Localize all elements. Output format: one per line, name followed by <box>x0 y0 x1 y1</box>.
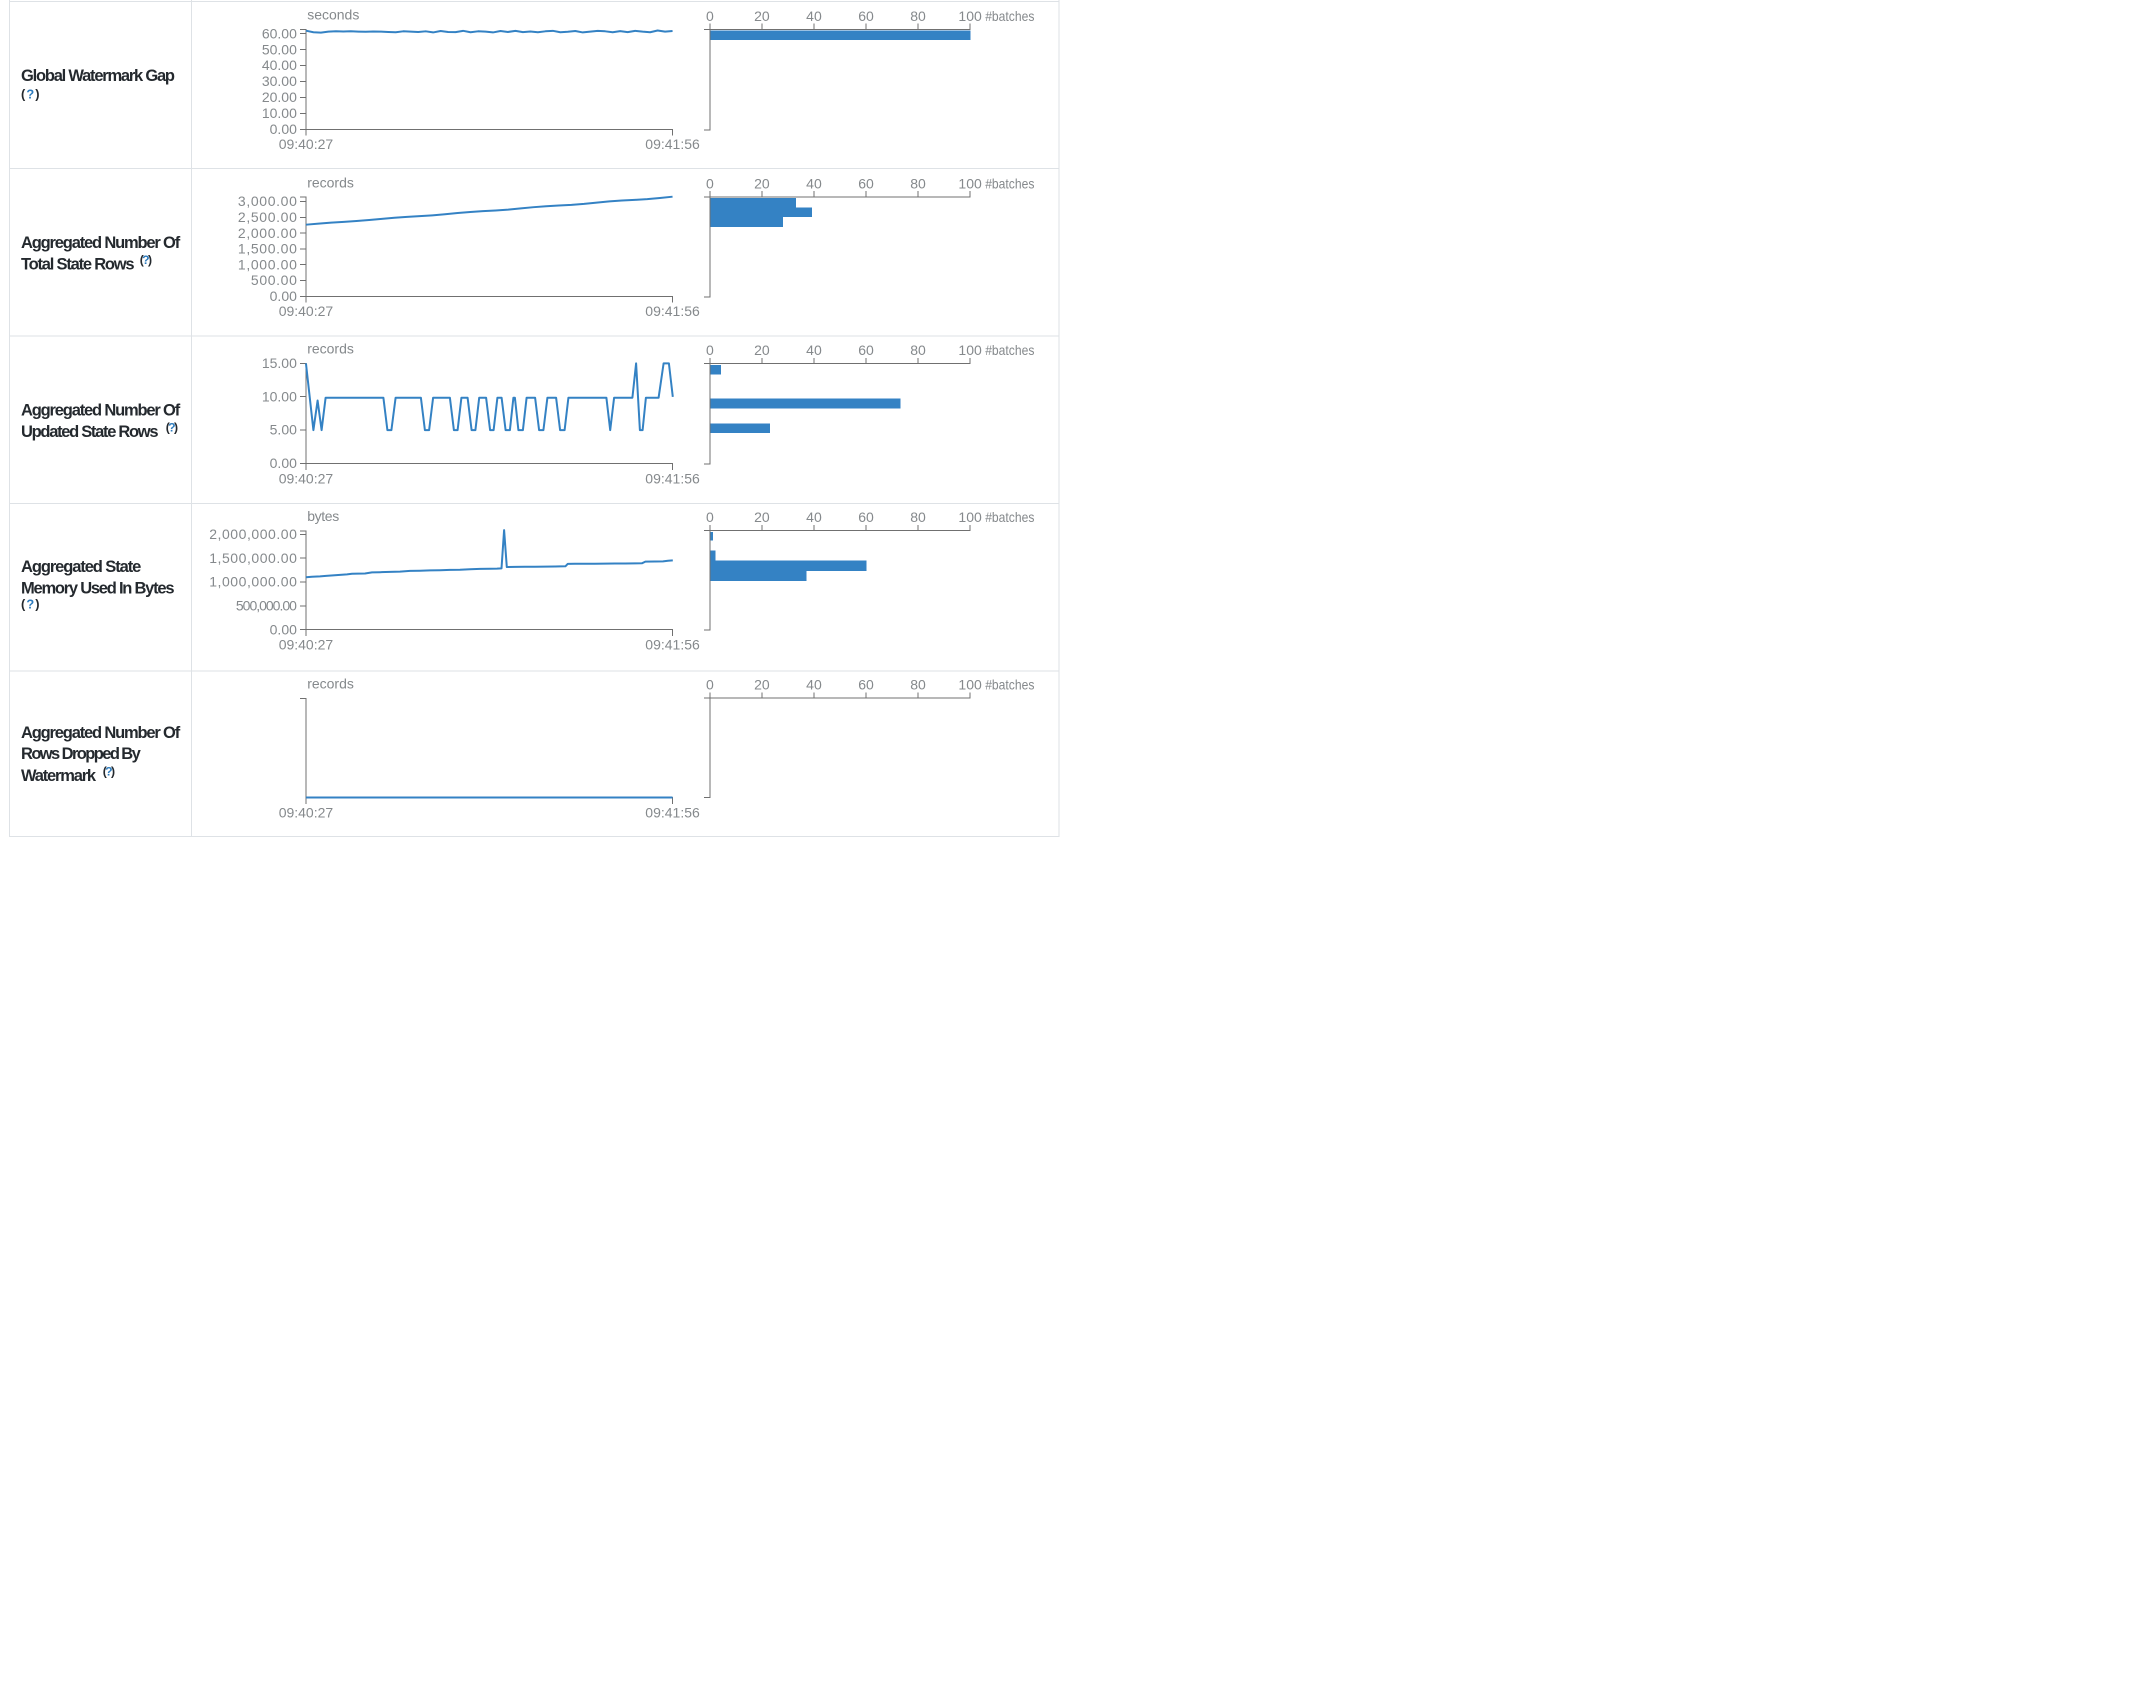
svg-text:(?): (?) <box>21 596 40 611</box>
svg-text:bytes: bytes <box>307 508 339 524</box>
svg-text:0.00: 0.00 <box>270 121 297 137</box>
svg-text:Global Watermark Gap: Global Watermark Gap <box>21 67 175 85</box>
svg-text:(?): (?) <box>103 765 115 779</box>
svg-text:0: 0 <box>706 175 714 191</box>
svg-text:Aggregated Number Of: Aggregated Number Of <box>21 234 181 252</box>
svg-text:#batches: #batches <box>985 175 1034 191</box>
svg-text:20: 20 <box>754 175 770 191</box>
svg-text:10.00: 10.00 <box>262 388 297 404</box>
svg-text:40: 40 <box>806 677 822 693</box>
svg-text:20: 20 <box>754 677 770 693</box>
svg-text:(?): (?) <box>140 253 152 267</box>
svg-text:20.00: 20.00 <box>262 89 297 105</box>
svg-text:09:40:27: 09:40:27 <box>279 303 334 319</box>
svg-text:2,000.00: 2,000.00 <box>238 225 297 241</box>
svg-text:50.00: 50.00 <box>262 41 297 57</box>
svg-text:80: 80 <box>910 8 926 24</box>
svg-text:20: 20 <box>754 509 770 525</box>
svg-text:records: records <box>307 676 354 692</box>
svg-text:Aggregated Number Of: Aggregated Number Of <box>21 724 181 742</box>
svg-text:Memory Used In Bytes: Memory Used In Bytes <box>21 580 175 598</box>
svg-text:5.00: 5.00 <box>270 422 297 438</box>
svg-text:40: 40 <box>806 8 822 24</box>
svg-text:40: 40 <box>806 175 822 191</box>
svg-text:40: 40 <box>806 342 822 358</box>
svg-text:seconds: seconds <box>307 7 359 23</box>
svg-text:80: 80 <box>910 342 926 358</box>
svg-text:Updated State Rows: Updated State Rows <box>21 423 159 441</box>
svg-text:(?): (?) <box>21 86 40 101</box>
svg-text:60.00: 60.00 <box>262 25 297 41</box>
svg-text:#batches: #batches <box>985 677 1034 693</box>
svg-text:#batches: #batches <box>985 342 1034 358</box>
svg-text:100: 100 <box>958 677 982 693</box>
svg-text:#batches: #batches <box>985 8 1034 24</box>
svg-text:Watermark: Watermark <box>21 767 97 785</box>
svg-text:2,500.00: 2,500.00 <box>238 209 297 225</box>
svg-text:100: 100 <box>958 175 982 191</box>
svg-text:records: records <box>307 174 354 190</box>
svg-text:60: 60 <box>858 509 874 525</box>
svg-text:09:41:56: 09:41:56 <box>645 637 700 653</box>
svg-text:100: 100 <box>958 8 982 24</box>
svg-text:1,000.00: 1,000.00 <box>238 256 297 272</box>
svg-text:100: 100 <box>958 509 982 525</box>
svg-text:100: 100 <box>958 342 982 358</box>
svg-text:20: 20 <box>754 342 770 358</box>
svg-text:1,500,000.00: 1,500,000.00 <box>209 550 297 566</box>
svg-text:(?): (?) <box>166 421 178 435</box>
svg-text:20: 20 <box>754 8 770 24</box>
svg-text:0: 0 <box>706 509 714 525</box>
svg-text:0: 0 <box>706 342 714 358</box>
svg-text:1,000,000.00: 1,000,000.00 <box>209 574 297 590</box>
svg-text:09:40:27: 09:40:27 <box>279 136 334 152</box>
svg-text:0.00: 0.00 <box>270 455 297 471</box>
svg-text:09:41:56: 09:41:56 <box>645 804 700 820</box>
svg-text:0: 0 <box>706 8 714 24</box>
svg-text:09:40:27: 09:40:27 <box>279 637 334 653</box>
svg-text:30.00: 30.00 <box>262 73 297 89</box>
svg-text:80: 80 <box>910 509 926 525</box>
svg-text:60: 60 <box>858 677 874 693</box>
svg-text:60: 60 <box>858 342 874 358</box>
svg-text:Rows Dropped By: Rows Dropped By <box>21 745 142 763</box>
svg-text:09:40:27: 09:40:27 <box>279 804 334 820</box>
svg-text:1,500.00: 1,500.00 <box>238 241 297 257</box>
svg-text:40.00: 40.00 <box>262 57 297 73</box>
svg-text:500.00: 500.00 <box>251 272 297 288</box>
svg-text:0.00: 0.00 <box>270 288 297 304</box>
svg-text:09:41:56: 09:41:56 <box>645 470 700 486</box>
svg-text:09:41:56: 09:41:56 <box>645 136 700 152</box>
svg-text:#batches: #batches <box>985 509 1034 525</box>
svg-text:09:40:27: 09:40:27 <box>279 470 334 486</box>
svg-text:15.00: 15.00 <box>262 355 297 371</box>
svg-text:80: 80 <box>910 677 926 693</box>
svg-text:records: records <box>307 341 354 357</box>
svg-text:Aggregated State: Aggregated State <box>21 558 141 576</box>
svg-text:0.00: 0.00 <box>270 621 297 637</box>
svg-text:09:41:56: 09:41:56 <box>645 303 700 319</box>
svg-text:2,000,000.00: 2,000,000.00 <box>209 526 297 542</box>
svg-text:80: 80 <box>910 175 926 191</box>
svg-text:3,000.00: 3,000.00 <box>238 193 297 209</box>
svg-text:0: 0 <box>706 677 714 693</box>
svg-text:10.00: 10.00 <box>262 105 297 121</box>
svg-text:Aggregated Number Of: Aggregated Number Of <box>21 402 181 420</box>
svg-text:60: 60 <box>858 175 874 191</box>
svg-text:60: 60 <box>858 8 874 24</box>
svg-text:Total State Rows: Total State Rows <box>21 256 135 274</box>
svg-text:40: 40 <box>806 509 822 525</box>
svg-text:500,000.00: 500,000.00 <box>236 597 297 613</box>
